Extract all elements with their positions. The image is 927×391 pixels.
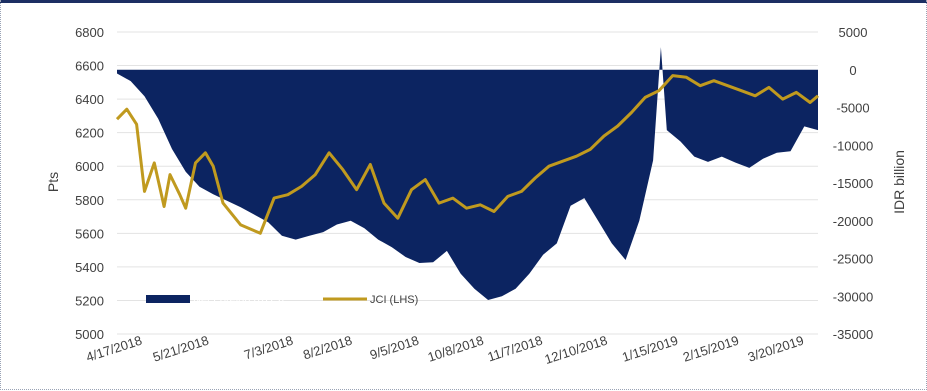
x-tick-label-8: 1/15/2019: [620, 333, 680, 365]
left-tick-label-5800: 5800: [75, 193, 104, 208]
x-tick-label-3: 8/2/2018: [301, 333, 354, 363]
x-tick-label-6: 11/7/2018: [486, 333, 545, 365]
x-axis-ticks: 4/17/2018 5/21/2018 7/3/2018 8/2/2018 9/5/20…: [84, 333, 805, 367]
left-tick-label-5400: 5400: [75, 260, 104, 275]
right-axis-ticks: 5000 0 -5000 -10000 -15000 -20000 -25000 -30000…: [833, 25, 873, 342]
right-tick-label--35000: -35000: [833, 327, 873, 342]
left-tick-label-6600: 6600: [75, 59, 104, 74]
x-tick-label-9: 2/15/2019: [681, 333, 741, 365]
right-tick-label--15000: -15000: [833, 176, 873, 191]
right-tick-label--30000: -30000: [833, 289, 873, 304]
right-tick-label--10000: -10000: [833, 138, 873, 153]
left-tick-label-5000: 5000: [75, 327, 104, 342]
y-axis-right-title: IDR billion: [891, 150, 907, 214]
net-foreign-area: [117, 47, 818, 300]
x-tick-label-7: 12/10/2018: [543, 333, 610, 367]
left-tick-label-5200: 5200: [75, 293, 104, 308]
left-tick-label-5600: 5600: [75, 226, 104, 241]
legend-swatch-net-foreign: [146, 295, 190, 303]
left-tick-label-6200: 6200: [75, 126, 104, 141]
right-tick-label--5000: -5000: [836, 101, 869, 116]
right-tick-label-0: 0: [849, 63, 856, 78]
x-tick-label-1: 5/21/2018: [151, 333, 211, 365]
right-tick-label-5000: 5000: [839, 25, 868, 40]
legend-label-net-foreign: Net Foreign (RHS): [193, 294, 284, 306]
legend-label-jci: JCI (LHS): [370, 294, 418, 306]
x-tick-label-4: 9/5/2018: [368, 333, 421, 363]
left-axis-ticks: 6800 6600 6400 6200 6000 5800 5600 5400 5200 5000: [75, 25, 104, 342]
y-axis-left-title: Pts: [45, 172, 61, 192]
right-tick-label--20000: -20000: [833, 214, 873, 229]
left-tick-label-6400: 6400: [75, 92, 104, 107]
x-tick-label-10: 3/20/2019: [746, 333, 806, 365]
legend: Net Foreign (RHS) JCI (LHS): [146, 294, 418, 306]
net-foreign-area-path: [117, 47, 818, 300]
left-tick-label-6000: 6000: [75, 159, 104, 174]
left-tick-label-6800: 6800: [75, 25, 104, 40]
x-tick-label-5: 10/8/2018: [426, 333, 486, 365]
right-tick-label--25000: -25000: [833, 252, 873, 267]
x-tick-label-2: 7/3/2018: [242, 333, 295, 363]
